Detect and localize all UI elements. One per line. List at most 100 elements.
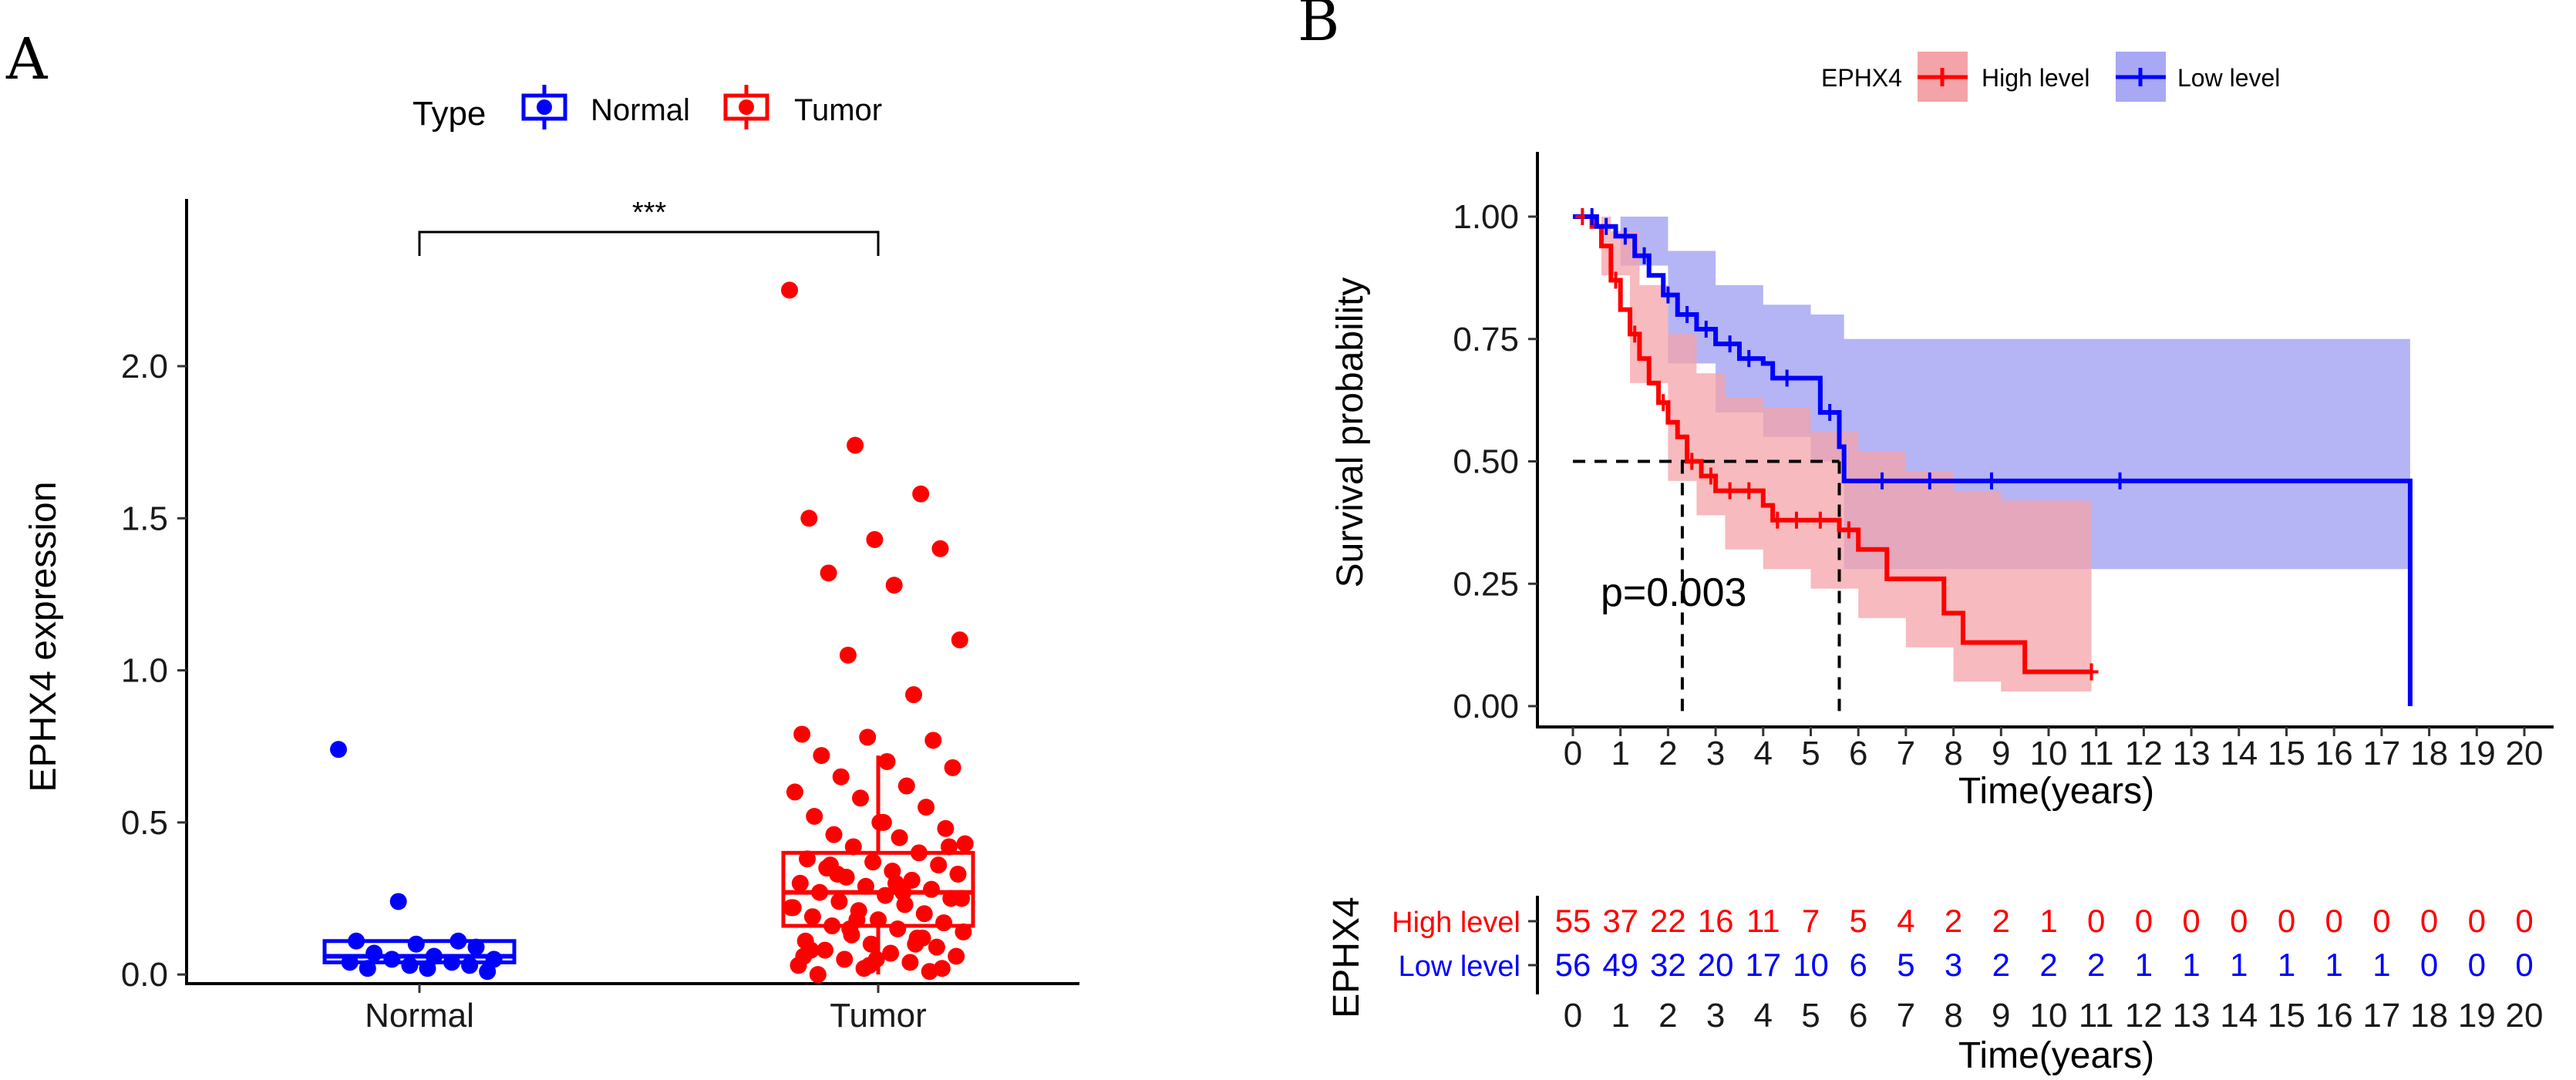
risk-cell-low-level: 1 [2372, 947, 2390, 983]
km-x-ticks: 0 1 2 3 4 5 6 7 8 9 10 11 12 13 14 15 16 17 18 19 20 [1564, 727, 2544, 772]
y-tick-label: 1.5 [121, 500, 168, 537]
risk-x-tick-label: 20 [2506, 997, 2544, 1035]
point-tumor [793, 725, 811, 743]
panel-a-x-ticks: Normal Tumor [365, 984, 927, 1035]
risk-x-tick-label: 4 [1754, 997, 1773, 1035]
panel-a-y-ticks: 0.0 0.5 1.0 1.5 2.0 [121, 348, 187, 994]
point-tumor [809, 966, 827, 984]
legend-label-tumor: Tumor [794, 93, 882, 127]
x-tick-label: 16 [2315, 735, 2353, 772]
risk-x-tick-label: 19 [2458, 997, 2496, 1035]
legend-key-normal [521, 85, 567, 130]
censor-mark-low-level [1637, 247, 1652, 264]
censor-mark-high-level [1813, 511, 1827, 529]
risk-cell-low-level: 0 [2468, 947, 2486, 983]
risk-cell-high-level: 0 [2325, 903, 2343, 939]
censor-mark-low-level [2113, 472, 2127, 490]
x-tick-label: 15 [2268, 735, 2305, 772]
x-tick-label: 18 [2410, 735, 2448, 772]
risk-row-label-high-level: High level [1392, 907, 1520, 939]
x-tick-label-tumor: Tumor [830, 997, 927, 1035]
point-tumor [891, 829, 908, 846]
point-tumor [930, 856, 948, 874]
censor-mark-low-level [1680, 306, 1695, 323]
risk-table-x-axis-title: Time(years) [1958, 1035, 2154, 1076]
risk-cell-high-level: 22 [1650, 903, 1686, 939]
point-tumor [817, 941, 833, 959]
risk-x-tick-label: 8 [1944, 997, 1962, 1035]
risk-cell-low-level: 6 [1850, 947, 1867, 983]
point-tumor [874, 813, 892, 831]
risk-x-tick-label: 11 [2079, 997, 2114, 1035]
risk-x-tick-label: 10 [2030, 997, 2068, 1035]
panel-a-letter: A [5, 26, 49, 93]
risk-cell-low-level: 2 [1992, 947, 2010, 983]
x-tick-label: 14 [2220, 735, 2258, 772]
risk-cell-high-level: 5 [1850, 903, 1867, 939]
point-normal [467, 938, 485, 956]
risk-x-tick-label: 14 [2220, 997, 2258, 1035]
censor-mark-low-level [1599, 217, 1614, 235]
risk-cell-high-level: 4 [1897, 903, 1914, 939]
x-tick-label: 13 [2173, 735, 2211, 772]
point-tumor [839, 646, 857, 664]
censor-mark-high-level [1685, 453, 1699, 470]
risk-cell-low-level: 20 [1698, 947, 1734, 983]
point-tumor [811, 883, 829, 901]
ci-band-high-level [1573, 217, 2092, 691]
risk-x-tick-label: 15 [2268, 997, 2305, 1035]
point-tumor [821, 856, 839, 874]
censor-mark-low-level [1922, 472, 1937, 490]
risk-cell-high-level: 0 [2230, 903, 2248, 939]
legend-label-low-level: Low level [2177, 64, 2280, 92]
risk-cell-low-level: 49 [1602, 947, 1638, 983]
risk-x-tick-label: 17 [2362, 997, 2400, 1035]
p-value-label: p=0.003 [1601, 570, 1746, 615]
point-tumor [905, 686, 922, 704]
point-tumor [901, 954, 919, 971]
point-normal [330, 741, 347, 759]
risk-cell-high-level: 0 [2468, 903, 2486, 939]
censor-mark-low-level [1780, 369, 1794, 387]
x-tick-label: 2 [1658, 735, 1677, 772]
point-normal [401, 957, 419, 974]
point-tumor [937, 819, 955, 837]
significance-bracket: *** [418, 197, 880, 256]
point-tumor [803, 908, 821, 926]
risk-cell-low-level: 32 [1650, 947, 1686, 983]
risk-cell-high-level: 0 [2278, 903, 2295, 939]
risk-x-tick-label: 9 [1992, 997, 2010, 1035]
panel-b-legend-title: EPHX4 [1821, 64, 1902, 92]
risk-cell-high-level: 2 [1945, 903, 1962, 939]
point-tumor [830, 893, 848, 910]
point-tumor [907, 935, 924, 953]
x-tick-label: 19 [2458, 735, 2496, 772]
point-tumor [870, 911, 887, 929]
point-tumor [864, 853, 882, 871]
censor-mark-low-level [1618, 227, 1632, 245]
panel-b-legend: EPHX4 High level Low level [1821, 52, 2280, 102]
censor-mark-high-level [2084, 663, 2099, 681]
point-tumor [955, 923, 972, 940]
risk-x-tick-label: 2 [1658, 997, 1677, 1035]
point-tumor [857, 877, 874, 895]
censor-mark-high-level [1628, 325, 1642, 343]
risk-cell-high-level: 16 [1698, 903, 1734, 939]
point-tumor [852, 789, 869, 807]
legend-label-high-level: High level [1982, 64, 2090, 92]
x-tick-label-normal: Normal [365, 997, 474, 1035]
risk-x-tick-label: 12 [2125, 997, 2163, 1035]
km-confidence-bands [1573, 217, 2410, 691]
panel-b-letter: B [1298, 0, 1339, 54]
y-tick-label: 1.0 [121, 652, 168, 690]
significance-label: *** [632, 197, 667, 229]
censor-mark-high-level [1656, 394, 1671, 412]
x-tick-label: 20 [2506, 735, 2544, 772]
risk-cell-high-level: 7 [1802, 903, 1820, 939]
risk-x-tick-label: 6 [1849, 997, 1867, 1035]
risk-cell-high-level: 0 [2182, 903, 2200, 939]
km-y-axis-title: Survival probability [1330, 278, 1371, 588]
x-tick-label: 9 [1992, 735, 2010, 772]
point-tumor [859, 728, 877, 746]
risk-cell-high-level: 37 [1602, 903, 1638, 939]
